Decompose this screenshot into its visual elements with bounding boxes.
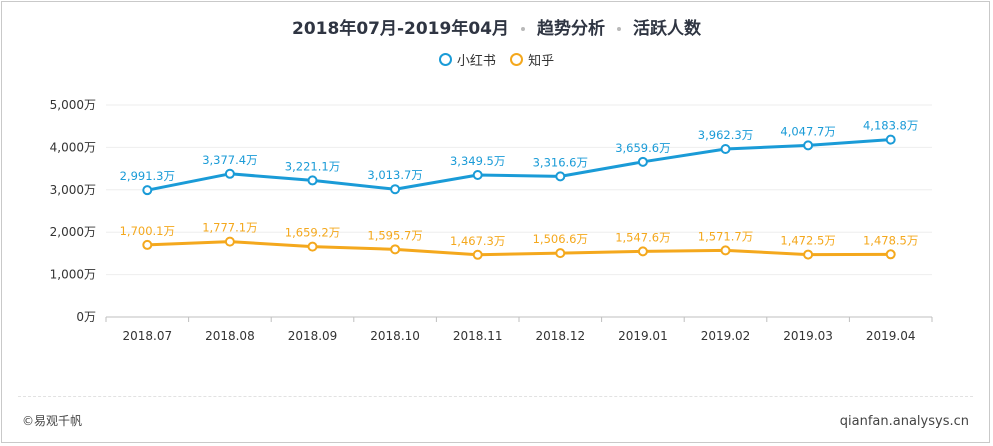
data-point [720, 245, 731, 256]
data-label: 1,777.1万 [202, 221, 257, 235]
legend-item-zhihu[interactable]: 知乎 [510, 50, 554, 69]
x-tick-label: 2018.10 [370, 329, 420, 343]
x-tick-label: 2018.07 [122, 329, 172, 343]
x-tick-label: 2019.04 [866, 329, 916, 343]
data-label: 1,472.5万 [780, 234, 835, 248]
x-tick-label: 2019.02 [701, 329, 751, 343]
x-tick-label: 2018.08 [205, 329, 255, 343]
data-label: 3,013.7万 [367, 168, 422, 182]
data-label: 4,183.8万 [863, 119, 918, 133]
x-tick-label: 2019.03 [783, 329, 833, 343]
data-label: 1,467.3万 [450, 234, 505, 248]
title-topic: 趋势分析 [537, 19, 605, 39]
legend-label-xiaohongshu: 小红书 [456, 54, 496, 69]
data-label: 3,377.4万 [202, 153, 257, 167]
data-label: 3,962.3万 [698, 128, 753, 142]
y-tick-label: 2,000万 [50, 225, 96, 239]
y-tick-label: 1,000万 [50, 268, 96, 282]
data-label: 1,547.6万 [615, 230, 670, 244]
y-tick-label: 5,000万 [50, 98, 96, 112]
data-point [224, 168, 235, 179]
legend-swatch-zhihu [510, 53, 524, 66]
legend-label-zhihu: 知乎 [528, 54, 555, 69]
data-point [142, 239, 153, 250]
data-point [307, 175, 318, 186]
title-separator [521, 27, 525, 31]
data-point [555, 248, 566, 259]
copyright-text: ©易观千帆 [22, 414, 83, 428]
legend-item-xiaohongshu[interactable]: 小红书 [438, 50, 496, 69]
series-line-zhihu [147, 240, 891, 257]
y-tick-label: 3,000万 [50, 183, 96, 197]
data-point [472, 249, 483, 260]
data-label: 2,991.3万 [120, 169, 175, 183]
data-point [637, 246, 648, 257]
data-point [142, 185, 153, 196]
title-range: 2018年07月-2019年04月 [292, 19, 509, 39]
title-metric: 活跃人数 [633, 19, 701, 39]
data-point [803, 140, 814, 151]
footer-divider [18, 396, 973, 397]
data-point [720, 143, 731, 154]
chart-title: 2018年07月-2019年04月 趋势分析 活跃人数 [0, 14, 993, 39]
data-label: 3,316.6万 [533, 155, 588, 169]
x-tick-label: 2018.11 [453, 329, 503, 343]
x-tick-label: 2018.12 [535, 329, 585, 343]
data-label: 1,700.1万 [120, 224, 175, 238]
data-point [885, 134, 896, 145]
data-label: 3,221.1万 [285, 159, 340, 173]
data-label: 3,349.5万 [450, 154, 505, 168]
data-point [803, 249, 814, 260]
series-line-xiaohongshu [147, 138, 891, 192]
data-point [390, 184, 401, 195]
data-point [555, 171, 566, 182]
title-separator [617, 27, 621, 31]
data-point [307, 241, 318, 252]
legend-swatch-xiaohongshu [438, 53, 452, 66]
y-tick-label: 0万 [76, 310, 96, 324]
data-point [637, 156, 648, 167]
data-label: 4,047.7万 [780, 124, 835, 138]
data-label: 1,506.6万 [533, 232, 588, 246]
y-tick-label: 4,000万 [50, 140, 96, 154]
data-label: 1,571.7万 [698, 229, 753, 243]
data-label: 3,659.6万 [615, 141, 670, 155]
data-label: 1,659.2万 [285, 226, 340, 240]
data-point [472, 169, 483, 180]
data-point [390, 244, 401, 255]
x-tick-label: 2019.01 [618, 329, 668, 343]
chart-legend: 小红书 知乎 [0, 50, 993, 70]
data-label: 1,595.7万 [367, 228, 422, 242]
data-label: 1,478.5万 [863, 233, 918, 247]
x-tick-label: 2018.09 [288, 329, 338, 343]
data-point [885, 249, 896, 260]
site-url: qianfan.analysys.cn [839, 414, 969, 429]
data-point [224, 236, 235, 247]
